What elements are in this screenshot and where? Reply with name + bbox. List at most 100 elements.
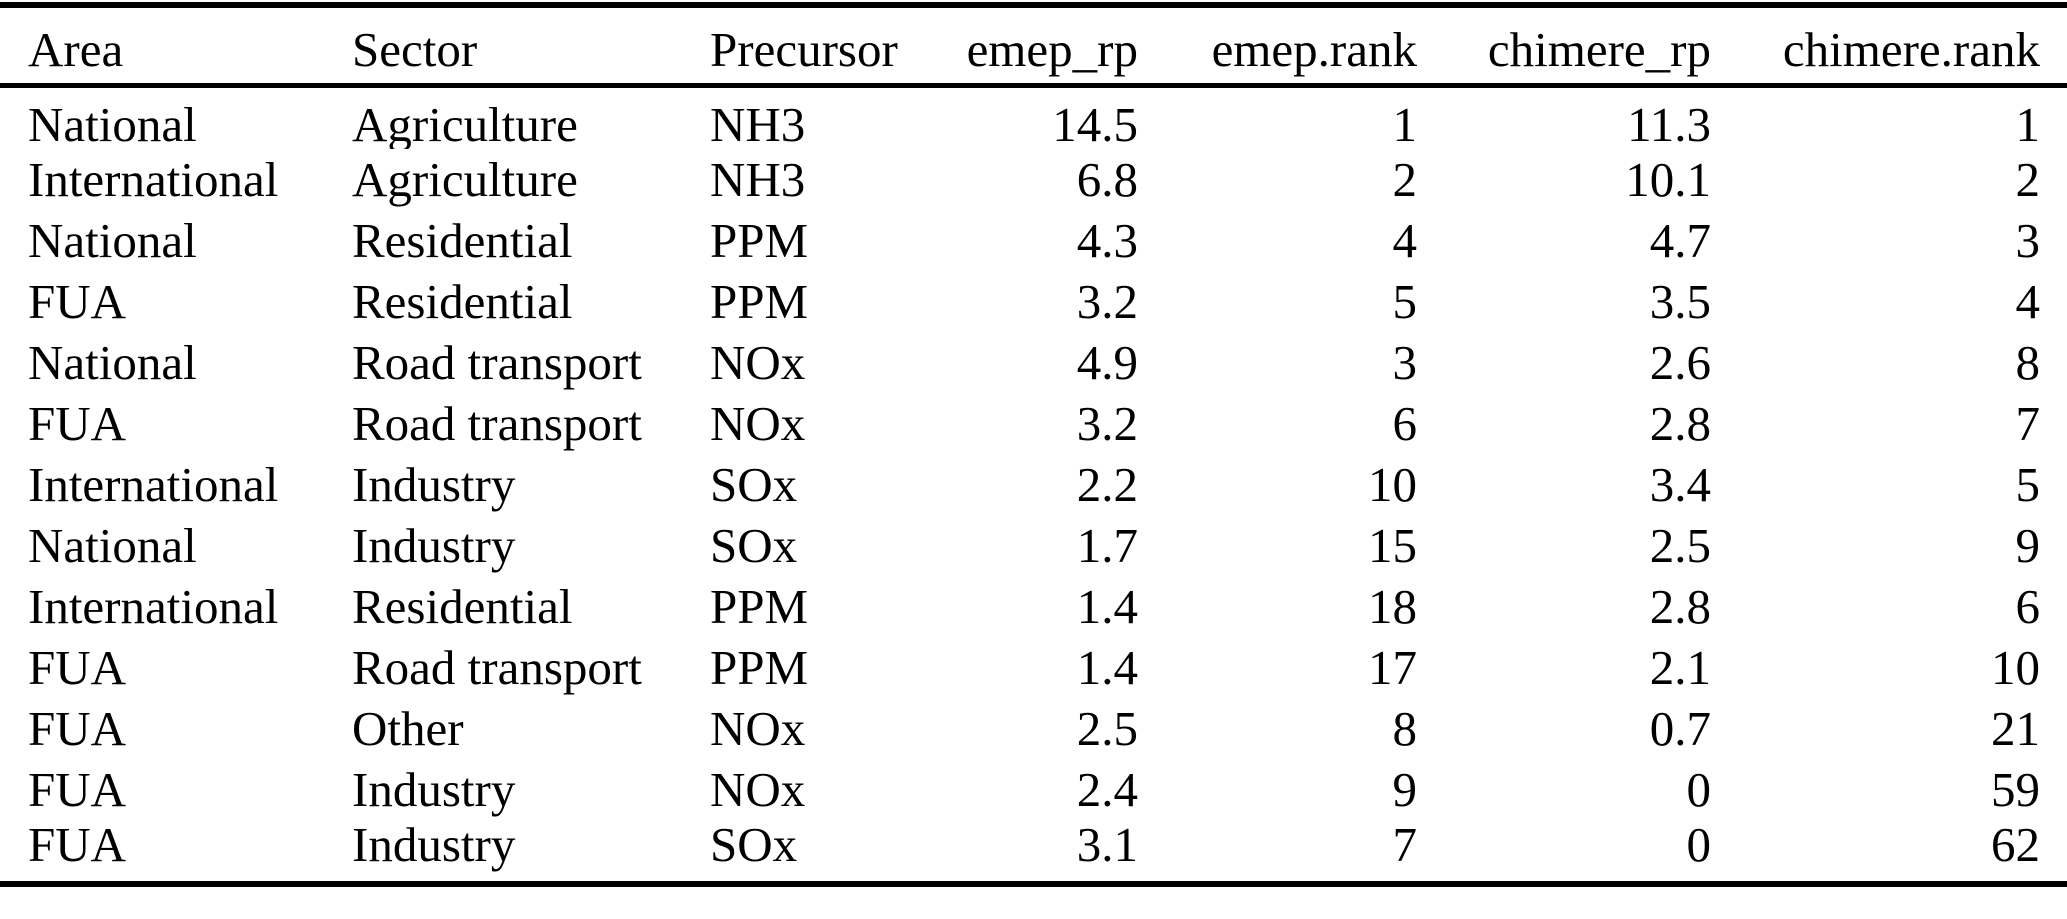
table-row: FUA Industry NOx 2.4 9 0 59 — [0, 759, 2067, 820]
table-cell: PPM — [710, 273, 809, 329]
table-cell: 1 — [1392, 96, 1418, 149]
table-cell: FUA — [28, 273, 127, 329]
table-cell: National — [28, 334, 197, 390]
table-cell: NH3 — [710, 151, 806, 207]
table-cell: NH3 — [710, 96, 806, 149]
table-cell: FUA — [28, 700, 127, 756]
column-header-sector: Sector — [352, 5, 710, 88]
table-cell: International — [28, 456, 279, 512]
table-cell: 2 — [1392, 151, 1418, 207]
column-header-emep-rp: emep_rp — [950, 5, 1138, 88]
table-cell: 4.7 — [1649, 212, 1711, 268]
table-cell: 5 — [2015, 456, 2041, 512]
table-cell: SOx — [710, 819, 798, 872]
table-row: FUA Road transport PPM 1.4 17 2.1 10 — [0, 637, 2067, 698]
table-row: FUA Residential PPM 3.2 5 3.5 4 — [0, 271, 2067, 332]
table-cell: 11.3 — [1627, 96, 1711, 149]
table-cell: 5 — [1392, 273, 1418, 329]
table-row: International Agriculture NH3 6.8 2 10.1 2 — [0, 149, 2067, 210]
table-cell: 6 — [2015, 578, 2041, 634]
table-cell: 6 — [1392, 395, 1418, 451]
table-cell: NOx — [710, 700, 806, 756]
precursor-rank-table: Area Sector Precursor emep_rp emep.rank … — [0, 2, 2067, 887]
table-cell: 10 — [1368, 456, 1417, 512]
table-cell: 9 — [2015, 517, 2041, 573]
table-cell: 1.7 — [1076, 517, 1138, 573]
table-cell: SOx — [710, 517, 798, 573]
table-cell: National — [28, 212, 197, 268]
table-cell: 14.5 — [1052, 96, 1138, 149]
table-cell: SOx — [710, 456, 798, 512]
table-cell: Industry — [352, 517, 516, 573]
table-row: International Industry SOx 2.2 10 3.4 5 — [0, 454, 2067, 515]
table-cell: FUA — [28, 639, 127, 695]
table-cell: International — [28, 578, 279, 634]
table-cell: 2.1 — [1649, 639, 1711, 695]
table-cell: NOx — [710, 761, 806, 817]
table-cell: NOx — [710, 395, 806, 451]
table-cell: 2.2 — [1076, 456, 1138, 512]
table-cell: 2.8 — [1649, 578, 1711, 634]
table-cell: 8 — [1392, 700, 1418, 756]
table-cell: International — [28, 151, 279, 207]
column-header-area: Area — [0, 5, 352, 88]
table-cell: 3.4 — [1649, 456, 1711, 512]
table-row: National Agriculture NH3 14.5 1 11.3 1 — [0, 85, 2067, 149]
table-row: FUA Industry SOx 3.1 7 0 62 — [0, 820, 2067, 884]
table-cell: 10 — [1991, 639, 2040, 695]
table-cell: 0 — [1686, 819, 1712, 872]
table-cell: 2.5 — [1649, 517, 1711, 573]
table-cell: 3 — [1392, 334, 1418, 390]
table-header-row: Area Sector Precursor emep_rp emep.rank … — [0, 5, 2067, 88]
table-cell: Industry — [352, 456, 516, 512]
table-cell: 10.1 — [1625, 151, 1711, 207]
table-cell: FUA — [28, 819, 127, 872]
table-cell: Agriculture — [352, 96, 578, 149]
table-cell: 21 — [1991, 700, 2040, 756]
table-cell: 1.4 — [1076, 639, 1138, 695]
table-cell: Industry — [352, 819, 516, 872]
table-row: National Road transport NOx 4.9 3 2.6 8 — [0, 332, 2067, 393]
table-cell: 4 — [1392, 212, 1418, 268]
table-cell: 4 — [2015, 273, 2041, 329]
table-cell: Residential — [352, 273, 573, 329]
table-cell: Agriculture — [352, 151, 578, 207]
table-cell: 59 — [1991, 761, 2040, 817]
table-cell: 3.2 — [1076, 273, 1138, 329]
table-cell: 1 — [2015, 96, 2041, 149]
table-row: FUA Other NOx 2.5 8 0.7 21 — [0, 698, 2067, 759]
table-cell: 3.5 — [1649, 273, 1711, 329]
table-header: Area Sector Precursor emep_rp emep.rank … — [0, 5, 2067, 88]
table-row: National Industry SOx 1.7 15 2.5 9 — [0, 515, 2067, 576]
table-cell: 2.6 — [1649, 334, 1711, 390]
table-cell: 62 — [1991, 819, 2040, 872]
table-cell: National — [28, 517, 197, 573]
table-cell: 0 — [1686, 761, 1712, 817]
table-body: National Agriculture NH3 14.5 1 11.3 1 Internat… — [0, 85, 2067, 884]
table-cell: Road transport — [352, 334, 642, 390]
table-cell: 2.5 — [1076, 700, 1138, 756]
table-cell: 1.4 — [1076, 578, 1138, 634]
table-cell: 4.9 — [1076, 334, 1138, 390]
table-cell: 2.8 — [1649, 395, 1711, 451]
table-cell: 15 — [1368, 517, 1417, 573]
table-cell: Road transport — [352, 639, 642, 695]
table-cell: FUA — [28, 761, 127, 817]
table-cell: 9 — [1392, 761, 1418, 817]
table-row: FUA Road transport NOx 3.2 6 2.8 7 — [0, 393, 2067, 454]
table-cell: 3 — [2015, 212, 2041, 268]
table-cell: 17 — [1368, 639, 1417, 695]
table-cell: 4.3 — [1076, 212, 1138, 268]
table-cell: PPM — [710, 578, 809, 634]
table-cell: Industry — [352, 761, 516, 817]
table-row: International Residential PPM 1.4 18 2.8 6 — [0, 576, 2067, 637]
table-cell: 8 — [2015, 334, 2041, 390]
table-cell: Residential — [352, 578, 573, 634]
table-cell: NOx — [710, 334, 806, 390]
column-header-emep-rank: emep.rank — [1138, 5, 1417, 88]
table-cell: 18 — [1368, 578, 1417, 634]
table-cell: National — [28, 96, 197, 149]
column-header-chimere-rank: chimere.rank — [1711, 5, 2067, 88]
table-cell: 2 — [2015, 151, 2041, 207]
